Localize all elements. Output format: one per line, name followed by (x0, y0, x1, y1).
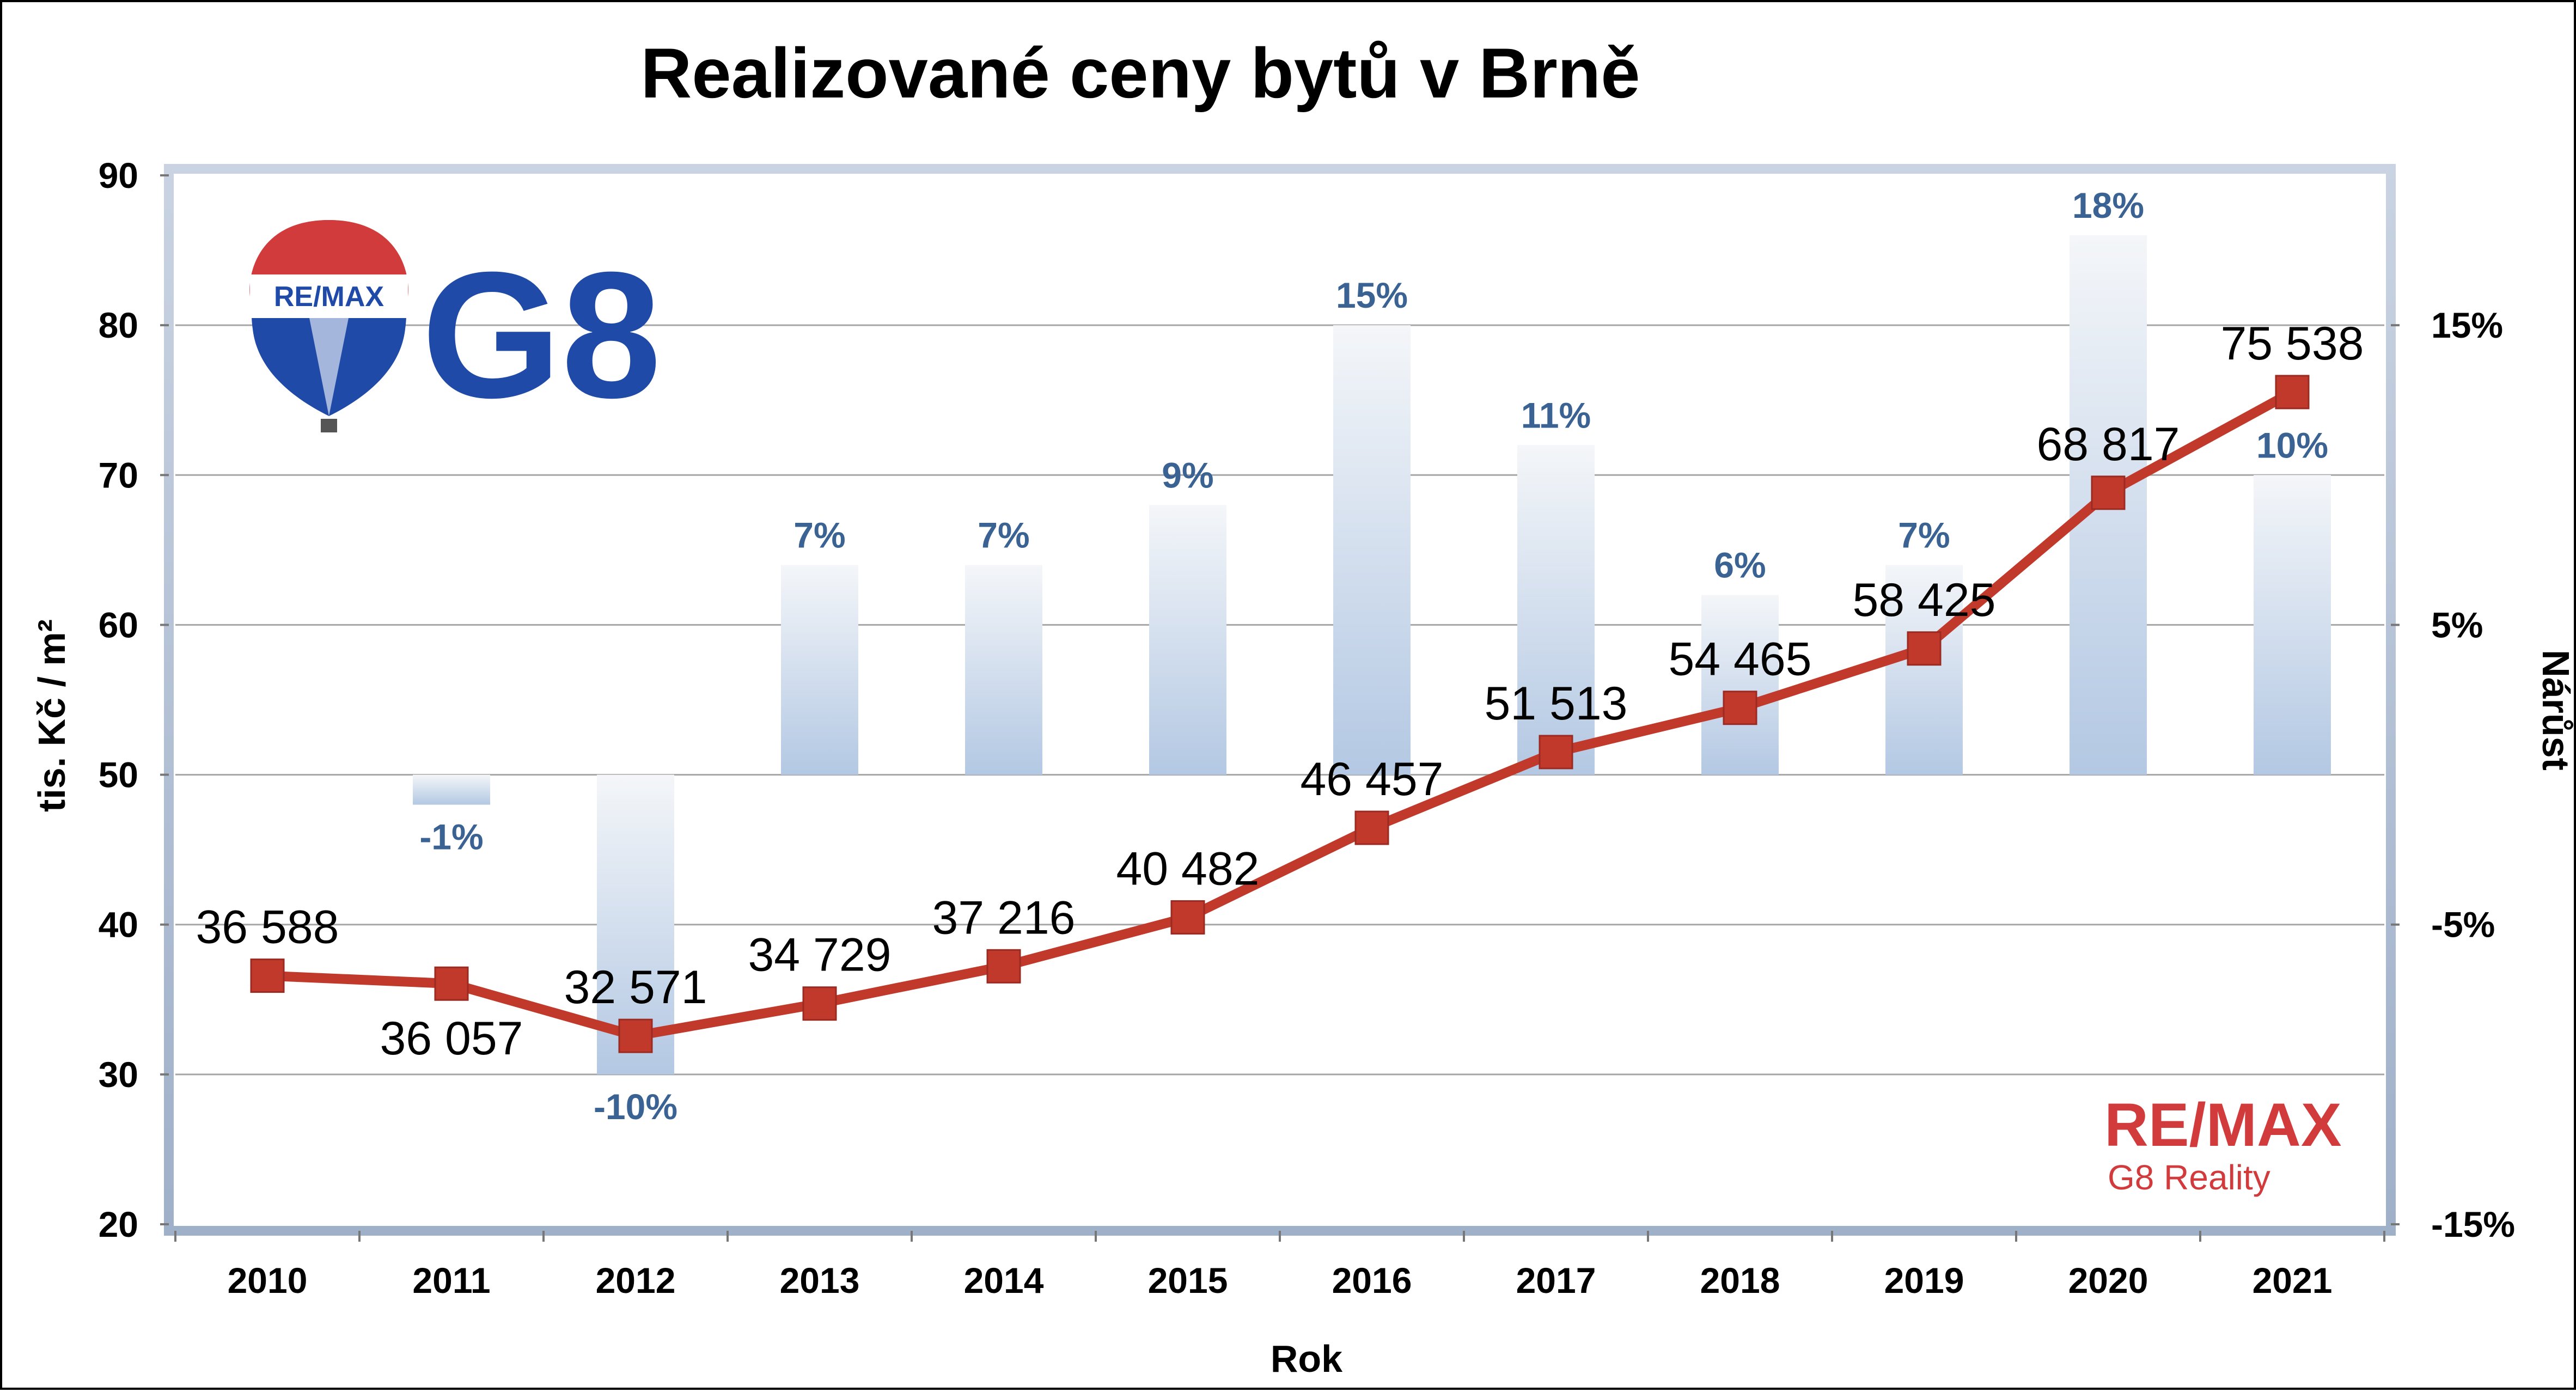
x-tick-label: 2013 (780, 1260, 860, 1301)
remax-brand-subtext: G8 Reality (2108, 1158, 2270, 1197)
growth-label: 7% (978, 515, 1029, 555)
remax-brand-text: RE/MAX (2104, 1091, 2342, 1159)
growth-label: 11% (1521, 395, 1591, 435)
x-axis-title: Rok (1271, 1338, 1342, 1380)
price-label: 54 465 (1668, 633, 1811, 686)
growth-bar (1149, 505, 1226, 775)
x-tick-label: 2018 (1700, 1260, 1780, 1301)
price-label: 36 588 (196, 901, 339, 954)
price-label: 36 057 (380, 1012, 523, 1065)
price-line: 36 588 36 057 32 571 34 729 37 216 40 482 46 4… (196, 318, 2364, 1065)
growth-label: 7% (793, 515, 845, 555)
price-point (802, 986, 837, 1021)
growth-bar (1333, 325, 1411, 775)
x-tick-label: 2020 (2068, 1260, 2148, 1301)
gridlines (175, 324, 2384, 1076)
price-label: 51 513 (1484, 677, 1627, 730)
y-right-tick-label: 15% (2431, 305, 2503, 345)
price-point (1170, 900, 1205, 935)
y-left-tick-label: 60 (99, 605, 138, 645)
price-label: 37 216 (932, 892, 1075, 944)
x-tick-label: 2021 (2253, 1260, 2333, 1301)
growth-bar (1517, 445, 1595, 775)
price-point (1539, 735, 1573, 770)
x-tick-label: 2010 (228, 1260, 308, 1301)
growth-bar (1885, 565, 1963, 775)
price-point (2091, 475, 2126, 510)
price-label: 75 538 (2220, 318, 2364, 370)
price-point (1354, 810, 1389, 845)
price-label: 46 457 (1300, 753, 1443, 805)
price-label: 34 729 (748, 929, 891, 981)
price-point (2275, 375, 2310, 410)
growth-label: 6% (1714, 545, 1766, 585)
growth-bars: -1% -10% 7% 7% 9% 15% 11% 6% 7% 18% 10% (413, 185, 2331, 1127)
y-right-tick-label: -15% (2431, 1204, 2515, 1244)
price-label: 32 571 (564, 961, 707, 1014)
x-tick-label: 2011 (412, 1260, 490, 1301)
y-right-tick-label: -5% (2431, 905, 2495, 945)
price-label: 68 817 (2036, 418, 2180, 471)
x-tick-label: 2012 (596, 1260, 676, 1301)
growth-label: 15% (1336, 275, 1408, 315)
x-tick-label: 2016 (1332, 1260, 1412, 1301)
y-left-tick-label: 20 (99, 1204, 138, 1244)
price-point (618, 1018, 653, 1053)
x-tick-label: 2014 (964, 1260, 1044, 1301)
chart-title: Realizované ceny bytů v Brně (640, 33, 1640, 113)
growth-label: 9% (1162, 455, 1213, 495)
growth-bar (2254, 475, 2331, 775)
y-axis-left-title: tis. Kč / m² (30, 619, 73, 812)
growth-bar (1701, 595, 1779, 775)
x-tick-label: 2015 (1148, 1260, 1228, 1301)
price-point (250, 958, 285, 993)
growth-bar (781, 565, 858, 775)
y-left-tick-label: 50 (99, 755, 138, 795)
price-point (1723, 691, 1757, 725)
price-point (1907, 631, 1942, 666)
y-left-tick-label: 40 (99, 905, 138, 945)
y-axis-right-title: Nárůst (2535, 650, 2576, 771)
plot-area (175, 175, 2384, 1224)
growth-bar (965, 565, 1042, 775)
price-label: 58 425 (1852, 574, 1995, 626)
axes: 20 30 40 50 60 70 80 90 -15% -5% 5% 15% 2010 2011 2012… (99, 155, 2516, 1301)
y-left-tick-label: 70 (99, 455, 138, 495)
growth-label: -10% (594, 1086, 677, 1127)
g8-logo-text: G8 (422, 234, 661, 435)
price-label: 40 482 (1116, 842, 1259, 895)
y-left-tick-label: 30 (99, 1054, 138, 1095)
y-right-tick-label: 5% (2431, 605, 2483, 645)
balloon-text: RE/MAX (274, 281, 384, 313)
price-point (434, 966, 469, 1001)
growth-label: -1% (419, 817, 483, 857)
x-tick-label: 2019 (1884, 1260, 1964, 1301)
growth-label: 18% (2072, 185, 2144, 225)
x-tick-label: 2017 (1516, 1260, 1596, 1301)
growth-label: 7% (1898, 515, 1950, 555)
y-left-tick-label: 90 (99, 155, 138, 196)
y-left-tick-label: 80 (99, 305, 138, 345)
growth-label: 10% (2256, 425, 2328, 465)
price-point (986, 949, 1021, 984)
growth-bar (413, 774, 490, 805)
remax-balloon-logo: RE/MAX (249, 220, 408, 432)
price-line-path (267, 388, 2295, 1041)
